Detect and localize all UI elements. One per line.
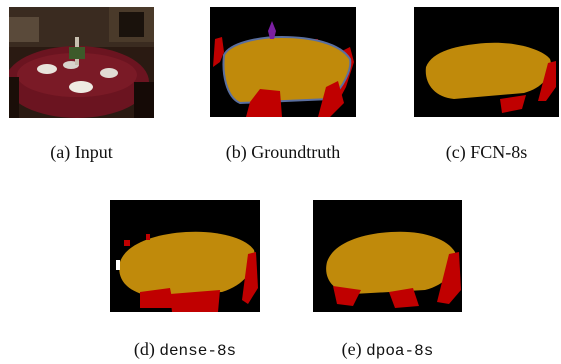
caption-text: dense-8s: [159, 342, 237, 360]
caption-letter: (b): [225, 142, 247, 162]
caption-letter: (d): [133, 339, 155, 359]
caption-text: FCN-8s: [470, 142, 528, 162]
caption-letter: (e): [341, 339, 362, 359]
caption-d: (d) dense-8s: [108, 339, 262, 360]
caption-b: (b) Groundtruth: [200, 142, 366, 163]
caption-a: (a) Input: [9, 142, 154, 163]
caption-text: Input: [74, 142, 113, 162]
caption-text: dpoa-8s: [366, 342, 434, 360]
caption-letter: (c): [445, 142, 466, 162]
caption-text: Groundtruth: [251, 142, 341, 162]
dpoa-8s-segmentation: [313, 200, 462, 312]
dense-8s-segmentation: [110, 200, 260, 312]
groundtruth-segmentation: [210, 7, 356, 117]
fcn-8s-segmentation: [414, 7, 559, 117]
input-photo: [9, 7, 154, 118]
caption-letter: (a): [50, 142, 71, 162]
caption-c: (c) FCN-8s: [414, 142, 559, 163]
caption-e: (e) dpoa-8s: [313, 339, 462, 360]
